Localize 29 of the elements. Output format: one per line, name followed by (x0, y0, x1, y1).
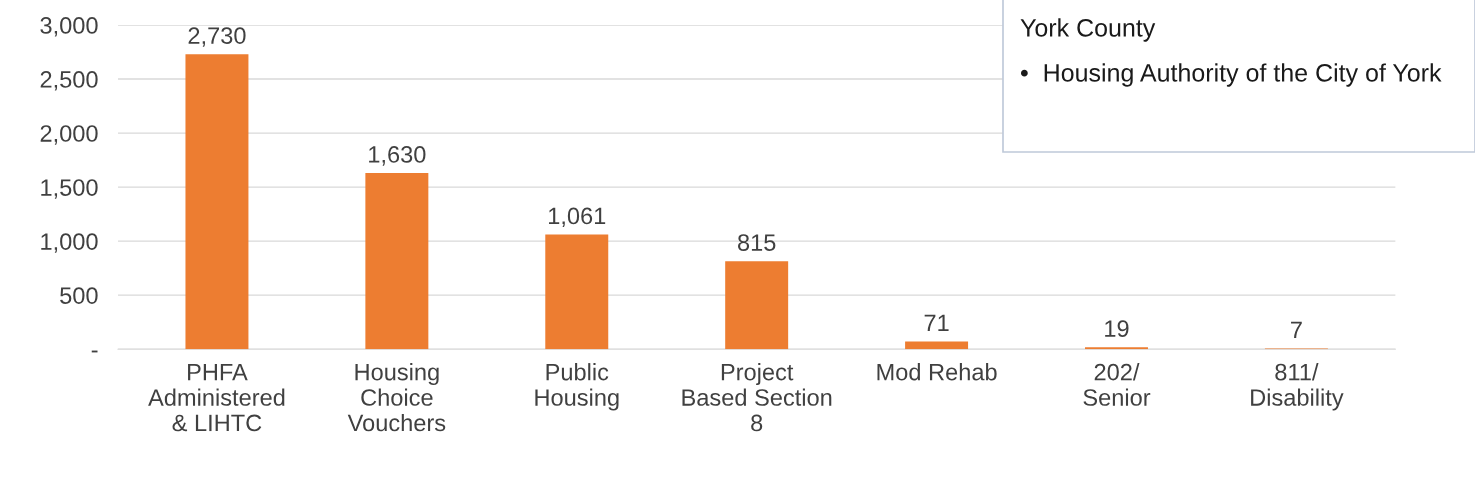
y-tick-label: 1,000 (41, 233, 98, 253)
y-tick-label: 500 (60, 287, 98, 304)
bar (905, 341, 969, 350)
data-label: 1,630 (369, 146, 426, 166)
annotation: • Housing Authority of the City of York (1020, 63, 1442, 87)
data-label: 1,061 (549, 207, 606, 228)
y-tick-label: 1,500 (41, 179, 98, 199)
bar (1085, 347, 1148, 350)
x-tick-label: 202/ Senior (1083, 363, 1151, 406)
data-label: 815 (738, 234, 776, 251)
bar (545, 234, 609, 350)
y-tick-label: 2,500 (40, 71, 98, 91)
data-label: 7 (1291, 321, 1302, 338)
x-tick-label: Project Based Section 8 (682, 363, 832, 432)
annotation: York County (1020, 18, 1156, 42)
y-tick-label: - (91, 350, 98, 353)
x-tick-label: PHFA Administered & LIHTC (148, 363, 285, 432)
bar (365, 173, 429, 350)
data-label: 2,730 (188, 27, 246, 47)
bar (185, 54, 249, 350)
y-tick-label: 2,000 (40, 125, 98, 145)
bar (725, 261, 789, 350)
x-tick-label: Public Housing (535, 363, 619, 411)
y-tick-label: 3,000 (40, 17, 98, 37)
data-label: 71 (924, 314, 949, 332)
x-tick-label: Mod Rehab (877, 363, 997, 381)
data-label: 19 (1105, 320, 1129, 337)
x-tick-label: 811/ Disability (1251, 363, 1344, 411)
x-tick-label: Housing Choice Vouchers (347, 363, 446, 432)
